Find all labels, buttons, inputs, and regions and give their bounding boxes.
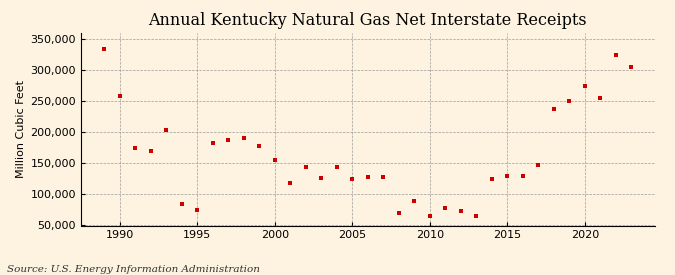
Point	[238, 136, 249, 140]
Text: Source: U.S. Energy Information Administration: Source: U.S. Energy Information Administ…	[7, 265, 260, 274]
Point	[207, 141, 218, 145]
Point	[595, 96, 606, 100]
Point	[378, 175, 389, 179]
Point	[626, 65, 637, 69]
Point	[192, 208, 202, 212]
Point	[502, 174, 513, 178]
Point	[394, 211, 404, 215]
Point	[223, 138, 234, 143]
Point	[316, 175, 327, 180]
Point	[145, 149, 156, 153]
Point	[285, 181, 296, 185]
Point	[300, 164, 311, 169]
Point	[161, 128, 171, 133]
Point	[254, 144, 265, 148]
Point	[409, 199, 420, 203]
Point	[114, 94, 125, 98]
Point	[518, 174, 529, 178]
Point	[440, 206, 451, 210]
Point	[564, 99, 575, 103]
Point	[176, 202, 187, 206]
Point	[456, 209, 466, 213]
Point	[487, 177, 497, 181]
Point	[471, 214, 482, 218]
Y-axis label: Million Cubic Feet: Million Cubic Feet	[16, 80, 26, 178]
Point	[425, 214, 435, 218]
Title: Annual Kentucky Natural Gas Net Interstate Receipts: Annual Kentucky Natural Gas Net Intersta…	[148, 12, 587, 29]
Point	[347, 177, 358, 181]
Point	[99, 46, 109, 51]
Point	[580, 84, 591, 88]
Point	[362, 175, 373, 179]
Point	[533, 163, 544, 167]
Point	[269, 158, 280, 163]
Point	[331, 164, 342, 169]
Point	[549, 106, 560, 111]
Point	[130, 146, 140, 150]
Point	[611, 53, 622, 57]
